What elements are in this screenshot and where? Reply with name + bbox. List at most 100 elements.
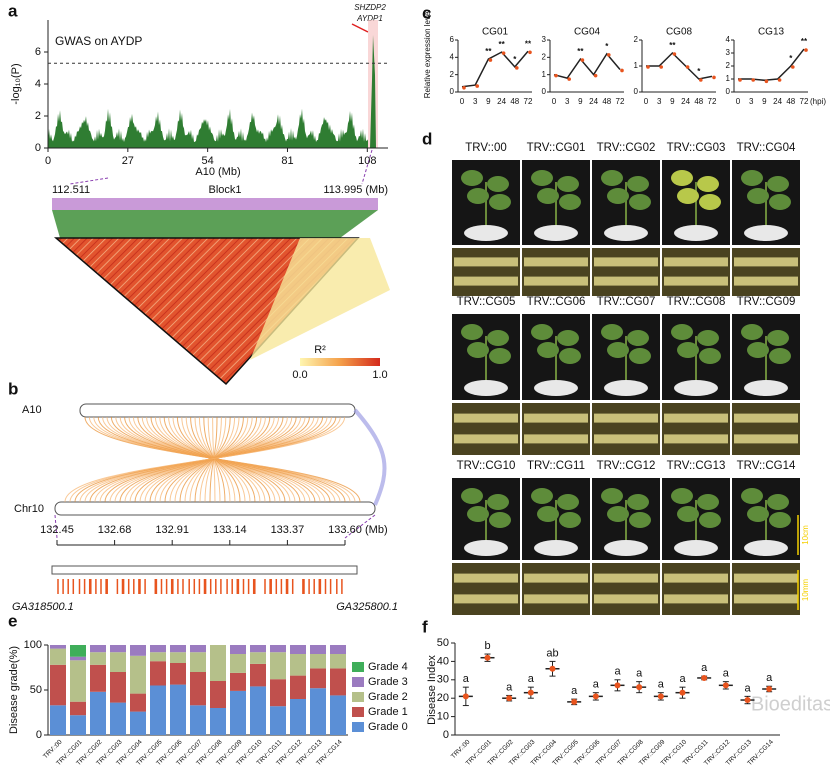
legend-swatch xyxy=(352,677,364,687)
bar-segment xyxy=(50,664,66,706)
plant-label: TRV::CG09 xyxy=(737,296,796,308)
leaf xyxy=(537,188,559,204)
y-tick-label: 4 xyxy=(450,52,455,61)
stem-section xyxy=(594,276,658,286)
bar-segment xyxy=(210,681,226,708)
stem-section xyxy=(664,573,728,583)
point xyxy=(488,58,493,62)
bar-segment xyxy=(150,645,166,653)
bar-segment xyxy=(330,668,346,696)
x-tick-label: 108 xyxy=(358,155,376,167)
y-axis-label: Disease Index xyxy=(426,655,438,725)
pot xyxy=(744,380,788,396)
point xyxy=(685,65,690,69)
bar-segment xyxy=(310,688,326,735)
point xyxy=(580,58,585,62)
significance: * xyxy=(605,42,609,51)
chrom-bar xyxy=(79,403,356,418)
stem-section xyxy=(594,413,658,423)
x-tick-label: 0 xyxy=(736,97,741,106)
bar-segment xyxy=(110,652,126,672)
bar-segment xyxy=(70,701,86,716)
y-tick-label: 2 xyxy=(450,70,455,79)
stem-photo xyxy=(662,248,730,296)
bar-segment xyxy=(310,645,326,654)
point xyxy=(764,79,769,84)
leaf xyxy=(671,170,693,186)
leaf xyxy=(487,176,509,192)
leaf xyxy=(559,512,581,528)
mean-point xyxy=(527,689,534,696)
y-tick-label: 0 xyxy=(450,87,455,96)
leaf xyxy=(627,176,649,192)
x-tick-label: 48 xyxy=(602,97,611,106)
pot xyxy=(534,225,578,241)
y-tick-label: 1 xyxy=(542,70,547,79)
bar-segment xyxy=(170,652,186,663)
ld-links xyxy=(52,210,378,238)
bar-segment xyxy=(150,661,166,686)
leaf xyxy=(767,330,789,346)
x-tick-label: 24 xyxy=(681,97,690,106)
bar-segment xyxy=(130,711,146,735)
x-tick-label: 72 xyxy=(524,97,533,106)
pot xyxy=(744,540,788,556)
legend-swatch xyxy=(352,722,364,732)
gene-label: GA325800.1 xyxy=(336,601,398,613)
pot xyxy=(744,225,788,241)
block-name: Block1 xyxy=(208,184,241,196)
plant-label: TRV::CG10 xyxy=(457,460,516,472)
plant-label: TRV::CG07 xyxy=(597,296,656,308)
x-tick-label: 24 xyxy=(589,97,598,106)
bar-segment xyxy=(310,668,326,689)
unit-label: (Mb) xyxy=(365,524,388,536)
bar-segment xyxy=(110,702,126,735)
x-tick-label: 24 xyxy=(773,97,782,106)
pot xyxy=(464,540,508,556)
block-bar xyxy=(52,198,378,210)
y-tick-label: 20 xyxy=(437,692,449,704)
x-tick-label: 3 xyxy=(749,97,754,106)
manhattan-peak xyxy=(370,35,376,148)
line xyxy=(553,52,621,79)
point xyxy=(515,66,519,70)
x-tick-label: 9 xyxy=(762,97,767,106)
x-tick-label: 81 xyxy=(281,155,293,167)
x-tick-label: 0 xyxy=(644,97,649,106)
bar-segment xyxy=(190,645,206,653)
significance-letter: a xyxy=(701,662,708,674)
plant-label: TRV::CG03 xyxy=(667,142,726,154)
bar-segment xyxy=(230,672,246,691)
bar-segment xyxy=(270,652,286,680)
bar-segment xyxy=(290,654,306,676)
leaf xyxy=(489,348,511,364)
bar-segment xyxy=(250,686,266,735)
leaf xyxy=(461,324,483,340)
x-tick-label: 3 xyxy=(473,97,478,106)
y-tick-label: 0 xyxy=(542,87,547,96)
point xyxy=(804,48,808,52)
x-tick-label: 132.68 xyxy=(98,524,132,536)
stem-photo xyxy=(522,403,590,455)
point xyxy=(738,78,742,82)
stem-section xyxy=(524,257,588,267)
bar-segment xyxy=(130,693,146,712)
leaf xyxy=(741,324,763,340)
plant-label: TRV::CG01 xyxy=(527,142,586,154)
leaf xyxy=(557,330,579,346)
bar-segment xyxy=(190,705,206,735)
stem-section xyxy=(664,257,728,267)
mean-point xyxy=(462,693,469,700)
leaf xyxy=(467,342,489,358)
legend-swatch xyxy=(352,662,364,672)
stem-photo xyxy=(522,248,590,296)
stem-photo xyxy=(452,403,520,455)
leaf xyxy=(697,330,719,346)
watermark: Bioeditas xyxy=(751,693,830,715)
bar-segment xyxy=(250,652,266,664)
y-tick-label: 50 xyxy=(30,684,42,696)
bar-segment xyxy=(130,645,146,656)
stem-section xyxy=(454,434,518,444)
ld-heatmap-light xyxy=(250,238,390,360)
x-tick-label: 48 xyxy=(694,97,703,106)
